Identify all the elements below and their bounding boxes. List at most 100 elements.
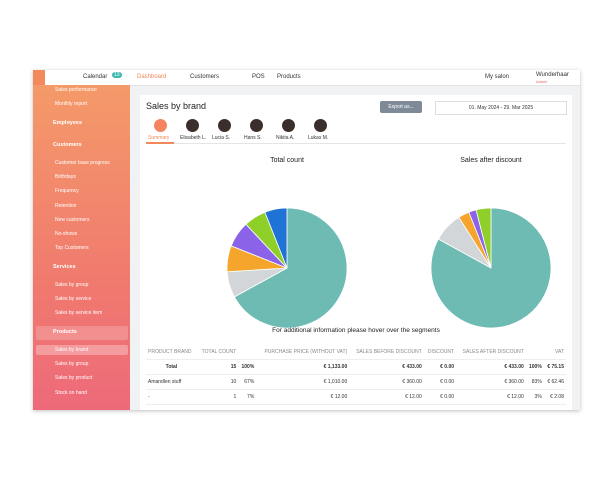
sidebar-item[interactable]: Customer base progress [55, 159, 110, 166]
column-header[interactable]: SALES AFTER DISCOUNT [456, 345, 526, 360]
cell: Total [146, 359, 197, 375]
sidebar-item[interactable]: Customers [53, 141, 82, 148]
date-range[interactable]: 01. May 2024 - 29. Mar 2025 [435, 101, 567, 115]
tab-label[interactable]: Summary [148, 135, 170, 141]
tab-avatar[interactable] [154, 119, 167, 132]
nav-item[interactable]: POS [252, 74, 265, 80]
cell: 67% [238, 374, 257, 390]
tab-label[interactable]: Nikita A. [276, 135, 295, 141]
column-header[interactable]: DISCOUNT [423, 345, 457, 360]
tab-active-line [146, 142, 174, 144]
sidebar-item[interactable]: Frequency [55, 188, 79, 195]
role: Admin [536, 79, 548, 84]
table-row: Total 15 100% € 1,133.00 € 433.00 € 0.00 € 433… [146, 359, 566, 375]
sidebar-item[interactable]: No-shows [55, 231, 78, 238]
tab-avatar[interactable] [218, 119, 231, 132]
nav-item[interactable]: Customers [190, 74, 220, 80]
column-header[interactable] [238, 345, 257, 360]
sidebar-item[interactable]: Sales by service item [55, 310, 103, 317]
sidebar-item[interactable]: Sales by service [55, 296, 92, 302]
cell: € 1,133.00 [256, 359, 350, 375]
cell: € 0.00 [423, 359, 457, 375]
column-header[interactable] [525, 345, 544, 360]
report-card: Sales by brand Export as... 01. May 2024… [140, 95, 572, 410]
cell: € 433.00 [456, 359, 526, 375]
cell: 10 [196, 374, 239, 390]
column-header[interactable]: PRODUCT BRAND [146, 345, 197, 360]
pie-slice[interactable] [233, 207, 348, 329]
sidebar-item[interactable]: Sales performance [55, 87, 97, 93]
cell: 100% [525, 359, 544, 375]
tab-line [146, 143, 566, 144]
cell: € 1,010.00 [256, 374, 350, 390]
tab-label[interactable]: Lucia S. [212, 135, 231, 141]
sidebar-item[interactable]: Sales by brand [55, 346, 89, 353]
active-group-bg [36, 325, 128, 340]
cell: € 12.00 [256, 389, 350, 405]
cell: 3% [525, 389, 544, 405]
sidebar-item[interactable]: Retention [55, 202, 77, 209]
sidebar-item[interactable]: Employees [53, 119, 83, 126]
cell: € 75.15 [543, 359, 566, 375]
column-header[interactable]: TOTAL COUNT [196, 345, 239, 360]
table-row: Amandlen stuff 10 67% € 1,010.00 € 360.00 € 0… [146, 374, 566, 390]
column-header[interactable]: PURCHASE PRICE (WITHOUT VAT) [256, 345, 350, 360]
nav-item[interactable]: Calendar [83, 74, 108, 80]
export-button[interactable]: Export as... [380, 101, 422, 113]
cell: € 12.00 [349, 389, 424, 405]
cell: € 2.08 [543, 389, 566, 405]
tab-label[interactable]: Hans S. [244, 135, 262, 141]
tab-label[interactable]: Elisabeth L. [180, 135, 207, 141]
sidebar-item[interactable]: Services [53, 263, 76, 270]
tab-avatar[interactable] [250, 119, 263, 132]
chart-title: Sales after discount [460, 157, 522, 164]
sidebar-item[interactable]: Monthly report [55, 101, 87, 108]
table-row: -1 7% € 12.00 € 12.00 € 0.00 € 12.00 3% € 2.08 [146, 389, 566, 405]
cell: € 0.00 [423, 374, 457, 390]
cell: € 0.00 [423, 389, 457, 405]
active-bg [36, 344, 128, 355]
pie-slice[interactable] [475, 207, 492, 269]
cell: € 360.00 [349, 374, 424, 390]
tab-avatar[interactable] [314, 119, 327, 132]
hint: For additional information please hover … [272, 327, 440, 334]
nav-badge: 13 [112, 72, 122, 78]
nav-item[interactable]: Dashboard [137, 74, 167, 80]
tab-avatar[interactable] [282, 119, 295, 132]
sidebar-item[interactable]: Products [53, 328, 77, 335]
pie-slice[interactable] [264, 207, 288, 269]
sidebar-item[interactable]: Sales by group [55, 281, 89, 288]
cell: € 433.00 [349, 359, 424, 375]
cell: Amandlen stuff [146, 374, 197, 390]
sidebar-item[interactable]: New customers [55, 216, 90, 223]
page-title: Sales by brand [146, 101, 207, 111]
sidebar-item[interactable]: Stock on hand [55, 389, 87, 396]
sidebar-item[interactable]: Sales by product [55, 375, 93, 382]
cell: 100% [238, 359, 257, 375]
cell: € 12.00 [456, 389, 526, 405]
user[interactable]: Wunderhaar [536, 72, 569, 78]
data-table: PRODUCT BRAND TOTAL COUNT PURCHASE PRICE (… [146, 345, 566, 405]
cell: 1 [196, 389, 239, 405]
cell: € 360.00 [456, 374, 526, 390]
charts: Total count Sales after discount [226, 157, 552, 329]
tab-label[interactable]: Lukas M. [308, 135, 329, 141]
sidebar-item[interactable]: Top Customers [55, 245, 89, 252]
sidebar: Sales performance Monthly report Employees… [33, 85, 130, 410]
column-header[interactable]: SALES BEFORE DISCOUNT [349, 345, 424, 360]
nav-item[interactable]: Products [277, 74, 301, 80]
top-bar: Calendar Dashboard Customers POS Products 13 M… [33, 70, 580, 86]
header-row: PRODUCT BRAND TOTAL COUNT PURCHASE PRICE (… [146, 345, 566, 360]
logo [33, 70, 45, 85]
chart-title: Total count [270, 157, 304, 164]
sidebar-item[interactable]: Sales by group [55, 360, 89, 367]
salon[interactable]: My salon [485, 74, 510, 80]
tab-avatar[interactable] [186, 119, 199, 132]
cell: € 62.46 [543, 374, 566, 390]
cell: 15 [196, 359, 239, 375]
column-header[interactable]: VAT [543, 345, 566, 360]
cell: 7% [238, 389, 257, 405]
sidebar-item[interactable]: Birthdays [55, 173, 76, 180]
app-window: Calendar Dashboard Customers POS Products 13 M… [33, 70, 580, 410]
cell: - [146, 389, 197, 405]
